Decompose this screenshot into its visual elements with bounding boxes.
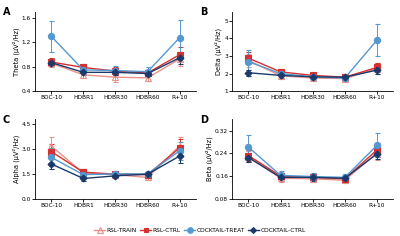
Y-axis label: Theta (μV²/Hz): Theta (μV²/Hz) [12,27,20,76]
Text: C: C [3,114,10,125]
Y-axis label: Beta (μV²/Hz): Beta (μV²/Hz) [206,137,213,181]
Y-axis label: Delta (μV²/Hz): Delta (μV²/Hz) [215,28,222,75]
Legend: RSL-TRAIN, RSL-CTRL, COCKTAIL-TREAT, COCKTAIL-CTRL: RSL-TRAIN, RSL-CTRL, COCKTAIL-TREAT, COC… [92,226,308,236]
Text: A: A [3,7,10,17]
Text: B: B [200,7,208,17]
Text: D: D [200,114,208,125]
Y-axis label: Alpha (μV²/Hz): Alpha (μV²/Hz) [12,135,20,183]
